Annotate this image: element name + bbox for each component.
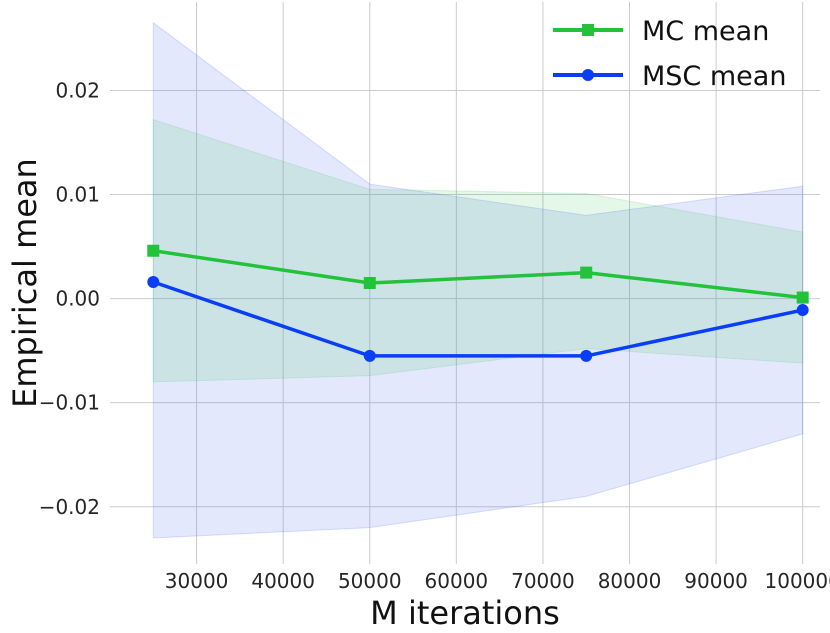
x-tick-label: 60000: [425, 569, 489, 593]
point-mc-mean-1: [363, 277, 376, 289]
point-msc-mean-1: [363, 349, 376, 362]
confidence-bands: [152, 21, 804, 539]
line-mc-mean: [153, 248, 803, 300]
legend-entry-mc-mean: MC mean: [553, 16, 769, 47]
x-tick-label: 50000: [338, 569, 402, 593]
point-msc-mean-0: [147, 275, 160, 288]
legend-label: MSC mean: [642, 61, 786, 92]
band-msc-mean: [152, 21, 804, 539]
legend: MC mean MSC mean: [553, 16, 786, 92]
y-tick-label: −0.01: [39, 391, 100, 415]
y-tick-label: −0.02: [39, 495, 100, 519]
x-tick-label: 30000: [165, 569, 229, 593]
x-axis-label: M iterations: [370, 594, 560, 632]
x-tick-label: 40000: [251, 569, 315, 593]
point-mc-mean-3: [796, 291, 809, 304]
legend-marker: [582, 69, 594, 81]
point-msc-mean-2: [580, 349, 593, 362]
y-tick-label: 0.00: [55, 287, 100, 311]
plot-background: [110, 2, 820, 564]
band-mc-mean: [152, 118, 804, 383]
series-lines: [152, 248, 804, 358]
legend-entry-msc-mean: MSC mean: [553, 61, 786, 92]
y-tick-label: 0.01: [55, 183, 100, 207]
line-msc-mean: [152, 280, 804, 358]
legend-label: MC mean: [642, 16, 769, 47]
y-tick-label: 0.02: [55, 78, 100, 102]
x-tick-label: 90000: [684, 569, 748, 593]
point-mc-mean-2: [580, 266, 593, 279]
x-tick-label: 80000: [598, 569, 662, 593]
point-mc-mean-0: [147, 244, 160, 257]
point-msc-mean-3: [796, 304, 809, 317]
x-tick-labels: 30000 40000 50000 60000 70000 80000 90000 10000…: [165, 569, 830, 593]
x-tick-label: 100000: [765, 569, 830, 593]
x-tick-label: 70000: [511, 569, 575, 593]
y-axis-label: Empirical mean: [6, 158, 44, 408]
y-tick-labels: −0.02 −0.01 0.00 0.01 0.02: [39, 78, 100, 518]
series-markers: [147, 244, 809, 362]
legend-marker: [582, 24, 594, 36]
